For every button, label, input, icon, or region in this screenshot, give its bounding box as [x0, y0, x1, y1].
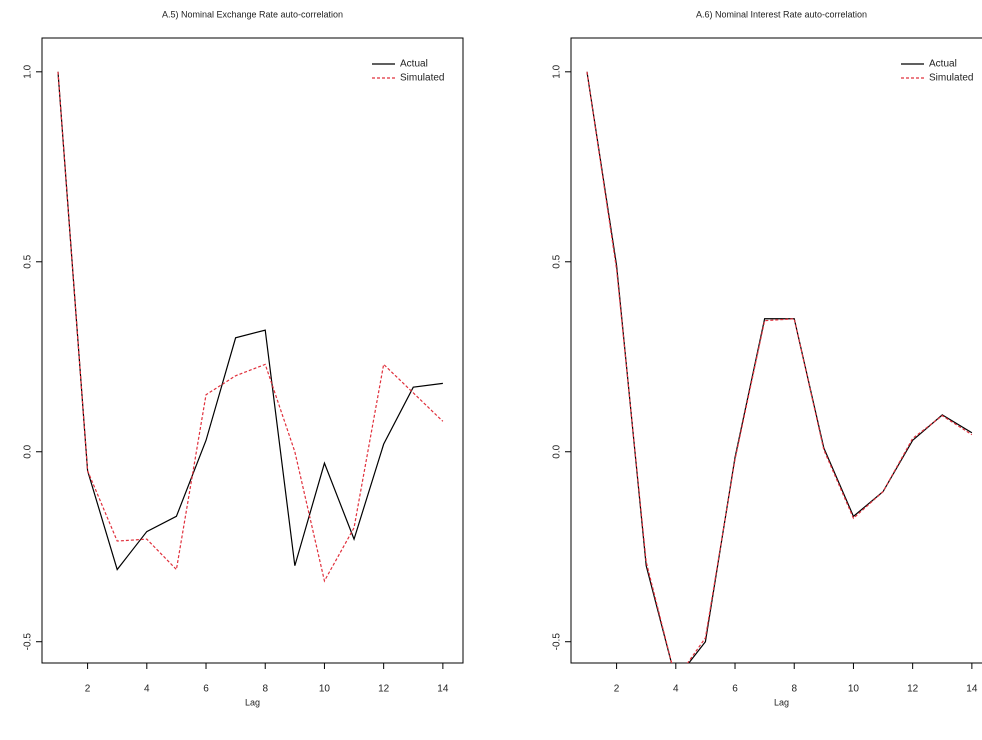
y-tick-label: 0.0	[23, 444, 34, 458]
panel: A.5) Nominal Exchange Rate auto-correlat…	[23, 9, 464, 707]
y-tick-label: 0.5	[23, 254, 34, 268]
x-tick-label: 8	[791, 684, 797, 695]
x-axis-label: Lag	[774, 697, 789, 707]
x-axis-label: Lag	[245, 697, 260, 707]
y-tick-label: -0.5	[23, 633, 34, 651]
y-tick-label: 1.0	[552, 64, 563, 78]
legend-label: Actual	[400, 59, 428, 70]
x-tick-label: 6	[203, 684, 209, 695]
plot-frame	[570, 37, 982, 664]
series-line	[57, 71, 444, 583]
series-line	[586, 71, 973, 663]
x-tick-label: 2	[85, 684, 91, 695]
y-tick-label: 0.5	[552, 254, 563, 268]
y-tick-label: 1.0	[23, 64, 34, 78]
x-tick-label: 10	[848, 684, 860, 695]
x-tick-label: 2	[614, 684, 620, 695]
series-line	[586, 71, 973, 663]
chart-title: A.6) Nominal Interest Rate auto-correlat…	[696, 9, 867, 19]
legend-label: Simulated	[400, 73, 444, 84]
x-tick-label: 4	[673, 684, 679, 695]
chart-title: A.5) Nominal Exchange Rate auto-correlat…	[162, 9, 343, 19]
panel: A.6) Nominal Interest Rate auto-correlat…	[552, 9, 982, 707]
lines	[57, 71, 444, 583]
lines	[586, 71, 973, 663]
legend-label: Simulated	[929, 73, 973, 84]
y-tick-label: 0.0	[552, 444, 563, 458]
legend-label: Actual	[929, 59, 957, 70]
x-tick-label: 8	[262, 684, 268, 695]
x-tick-label: 10	[319, 684, 331, 695]
x-tick-label: 12	[907, 684, 919, 695]
x-tick-label: 14	[437, 684, 449, 695]
x-tick-label: 14	[966, 684, 978, 695]
y-tick-label: -0.5	[552, 633, 563, 651]
x-tick-label: 4	[144, 684, 150, 695]
series-line	[57, 71, 443, 571]
x-tick-label: 12	[378, 684, 390, 695]
plot-frame	[41, 37, 464, 664]
x-tick-label: 6	[732, 684, 738, 695]
